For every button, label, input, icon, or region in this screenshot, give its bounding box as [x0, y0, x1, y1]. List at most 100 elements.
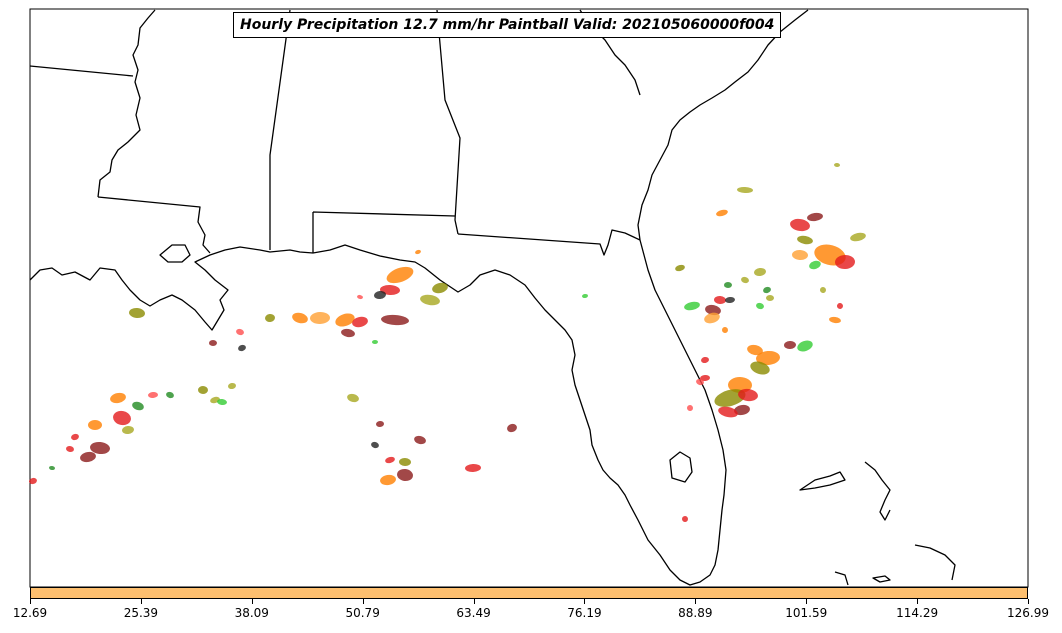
precip-blob	[113, 410, 131, 426]
precip-blob	[88, 420, 102, 430]
precip-blob	[385, 456, 395, 464]
precip-blob	[228, 382, 236, 390]
precip-blob	[66, 445, 74, 453]
colorbar-tick	[695, 599, 697, 604]
map-title: Hourly Precipitation 12.7 mm/hr Paintbal…	[233, 12, 782, 38]
precip-blob	[763, 286, 771, 294]
precip-blob	[750, 361, 770, 375]
precip-blob	[238, 344, 246, 352]
precip-blob	[797, 340, 813, 352]
precip-blob	[132, 401, 144, 411]
colorbar-tick-label: 50.79	[345, 606, 380, 620]
precip-blob	[705, 304, 721, 316]
colorbar-tick	[473, 599, 475, 604]
precip-blob	[507, 423, 517, 433]
colorbar-tick	[584, 599, 586, 604]
precip-blob	[432, 282, 448, 294]
precip-blob	[724, 281, 732, 289]
precip-blob	[292, 312, 308, 324]
precip-blob	[675, 264, 685, 272]
precip-blob	[110, 392, 126, 404]
precip-blob	[372, 339, 378, 345]
precip-blob	[236, 328, 244, 336]
precip-blob	[582, 293, 588, 299]
precip-blob	[696, 378, 704, 386]
colorbar-tick-label: 63.49	[456, 606, 491, 620]
colorbar-tick	[251, 599, 253, 604]
precip-blob	[166, 391, 174, 399]
precip-blob	[209, 339, 217, 347]
precip-blob	[716, 209, 728, 217]
precip-blob	[835, 254, 855, 270]
precip-blob	[820, 287, 826, 293]
precip-blob	[834, 162, 840, 168]
precip-blob	[722, 327, 728, 333]
colorbar-tick-label: 88.89	[678, 606, 713, 620]
precip-blob	[341, 328, 355, 338]
precip-blob	[714, 295, 726, 305]
precip-blob	[792, 249, 808, 261]
precip-blob	[380, 474, 396, 486]
precip-blob	[71, 433, 79, 441]
colorbar-tick	[806, 599, 808, 604]
precip-blob	[310, 311, 330, 325]
precip-blob	[741, 276, 749, 284]
precip-blob	[122, 425, 134, 435]
precip-blob	[80, 451, 96, 463]
colorbar-tick	[1028, 599, 1029, 604]
precip-blob	[49, 465, 55, 471]
precip-blob	[756, 350, 780, 366]
precip-blob	[352, 316, 368, 328]
precip-blob	[399, 457, 411, 467]
colorbar-tick	[30, 599, 31, 604]
paintball-blobs	[29, 162, 866, 522]
precip-blob	[754, 267, 766, 277]
precip-blob	[807, 212, 823, 222]
precip-blob	[381, 314, 409, 326]
precip-blob	[829, 316, 841, 324]
precip-blob	[725, 296, 735, 304]
precip-blob	[90, 441, 110, 455]
precip-blob	[718, 406, 738, 418]
precip-blob	[376, 420, 384, 428]
colorbar-tick-label: 114.29	[896, 606, 939, 620]
precip-blob	[714, 389, 746, 407]
colorbar-tick-label: 12.69	[12, 606, 48, 620]
precip-blob	[29, 477, 37, 485]
precip-blob	[415, 249, 421, 255]
precip-blob	[747, 344, 763, 356]
precip-blob	[756, 302, 764, 310]
precip-blob	[790, 218, 810, 232]
precip-blob	[682, 516, 688, 522]
precip-blob	[797, 235, 813, 245]
precip-blob	[414, 435, 426, 445]
colorbar-tick-label: 25.39	[123, 606, 159, 620]
precip-blob	[738, 388, 758, 402]
precip-blob	[129, 307, 145, 319]
map-frame	[29, 8, 1029, 588]
precip-blob	[701, 356, 709, 364]
precip-blob	[265, 313, 275, 323]
precip-blob	[371, 441, 379, 449]
precip-blob	[148, 391, 158, 399]
colorbar	[30, 587, 1028, 599]
precip-blob	[357, 294, 363, 300]
precip-blob	[386, 266, 414, 284]
precip-blob	[684, 301, 700, 311]
colorbar-tick-label: 76.19	[567, 606, 602, 620]
precip-blob	[397, 468, 413, 482]
precip-blob	[217, 398, 227, 406]
colorbar-tick-label: 101.59	[785, 606, 828, 620]
precip-blob	[465, 463, 481, 473]
precip-blob	[700, 374, 710, 382]
precip-blob	[420, 294, 440, 306]
colorbar-tick	[140, 599, 142, 604]
precip-blob	[687, 405, 693, 411]
precip-blob	[837, 303, 843, 309]
colorbar-tick	[362, 599, 364, 604]
precip-blob	[766, 295, 774, 301]
precip-blob	[374, 290, 386, 300]
precip-blob	[335, 313, 355, 327]
precip-blob	[809, 260, 821, 270]
